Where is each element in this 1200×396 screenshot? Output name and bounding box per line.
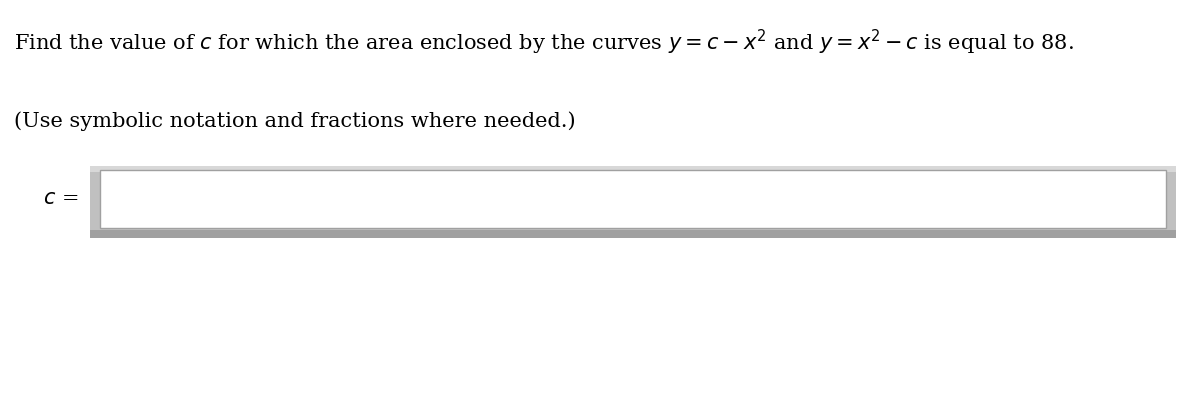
- Bar: [90, 230, 1176, 238]
- Bar: [100, 170, 1166, 228]
- Text: Find the value of $c$ for which the area enclosed by the curves $y = c - x^2$ an: Find the value of $c$ for which the area…: [14, 28, 1074, 57]
- Text: (Use symbolic notation and fractions where needed.): (Use symbolic notation and fractions whe…: [14, 111, 576, 131]
- Bar: [90, 166, 1176, 238]
- Text: $c$ =: $c$ =: [43, 188, 78, 208]
- Bar: [90, 166, 1176, 172]
